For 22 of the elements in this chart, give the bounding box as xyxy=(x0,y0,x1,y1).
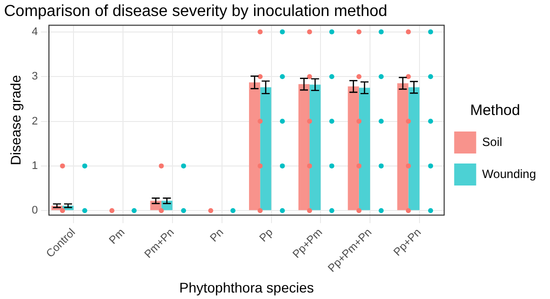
y-tick-label: 1 xyxy=(32,160,38,172)
x-tick-label: Pn xyxy=(208,226,226,245)
y-tick-label: 3 xyxy=(32,70,38,83)
legend-label: Soil xyxy=(482,134,502,149)
bar xyxy=(298,84,310,210)
x-axis-title: Phytophthora species xyxy=(179,279,314,296)
y-tick-label: 4 xyxy=(32,26,38,38)
bar xyxy=(408,87,420,210)
x-tick-label: Pm xyxy=(107,226,128,247)
y-tick-label: 2 xyxy=(32,115,38,128)
y-axis-title: Disease grade xyxy=(7,74,24,166)
bar xyxy=(310,84,321,210)
legend-title: Method xyxy=(470,102,520,120)
bar xyxy=(249,82,260,210)
bar xyxy=(397,83,408,210)
legend-label: Wounding xyxy=(482,166,536,181)
chart-title: Comparison of disease severity by inoculation method xyxy=(4,3,388,20)
x-tick-label: Pp xyxy=(258,226,276,245)
y-tick-label: 0 xyxy=(32,204,38,217)
bar xyxy=(348,86,359,210)
bar xyxy=(358,88,370,210)
bar xyxy=(260,87,272,210)
